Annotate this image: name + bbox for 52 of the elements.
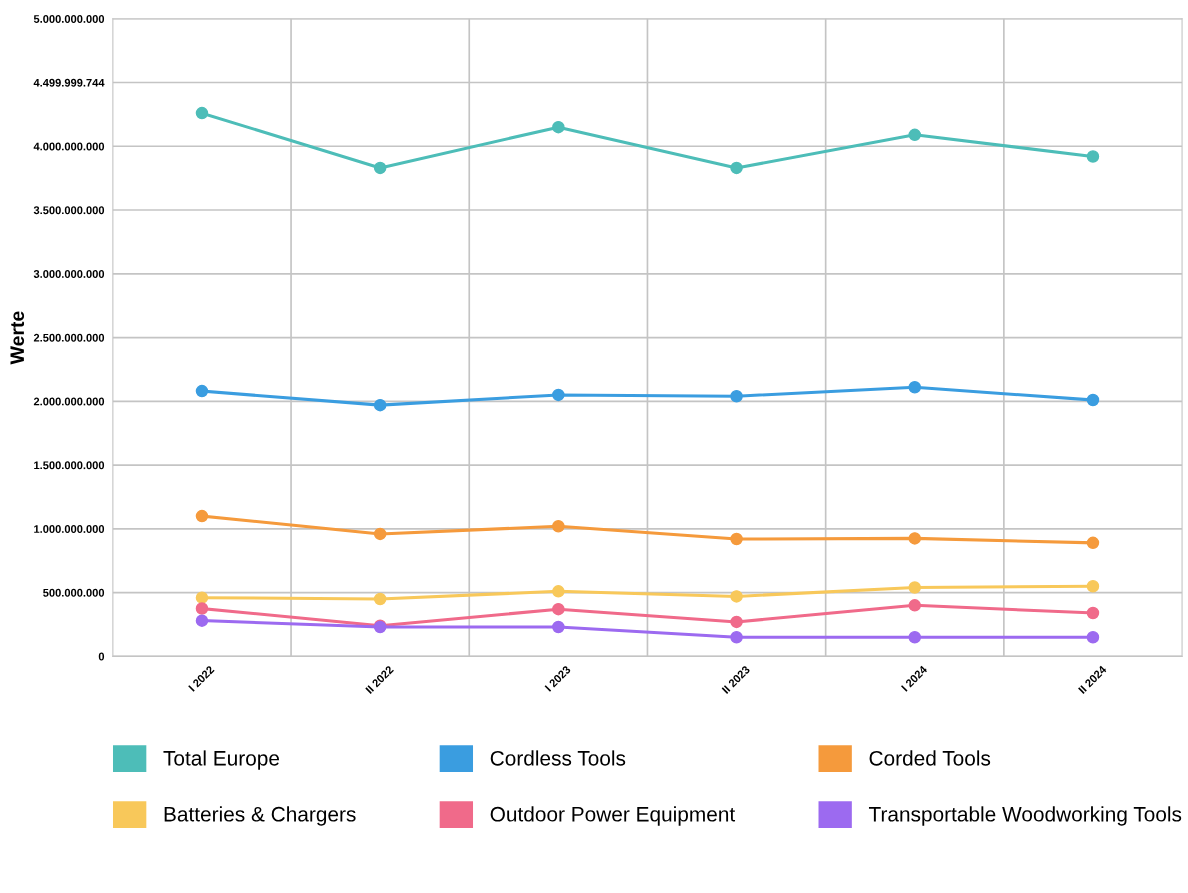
point (1086, 150, 1100, 163)
point (908, 532, 922, 545)
point (373, 161, 387, 175)
legend-label: Cordless Tools (490, 750, 626, 766)
legend-label: Batteries & Chargers (164, 806, 356, 826)
point (552, 120, 565, 134)
point (908, 630, 922, 644)
point (552, 585, 565, 598)
y-tick-label: 0 (98, 652, 105, 661)
point (730, 389, 743, 403)
point (730, 532, 743, 546)
point (195, 591, 209, 604)
y-tick-label: 2.500.000.000 (33, 333, 105, 342)
legend-label: Total Europe (163, 750, 280, 770)
y-tick-label: 1.500.000.000 (34, 461, 105, 470)
point (552, 602, 565, 616)
y-tick-label: 2.000.000.000 (33, 397, 105, 406)
point (730, 630, 743, 644)
point (730, 615, 743, 629)
legend-label: Transportable Woodworking Tools (868, 806, 1182, 826)
point (1086, 579, 1100, 593)
point (195, 384, 209, 398)
point (373, 592, 387, 606)
point (552, 388, 565, 402)
point (730, 590, 743, 603)
point (552, 620, 565, 634)
point (908, 581, 922, 594)
point (195, 106, 209, 120)
point (195, 602, 209, 615)
point (195, 509, 209, 523)
legend-label: Corded Tools (869, 750, 991, 766)
point (908, 381, 922, 394)
point (908, 599, 922, 612)
y-tick-label: 1.000.000.000 (34, 525, 105, 533)
point (730, 161, 743, 175)
point (1086, 536, 1100, 550)
y-axis-title: Werte (10, 311, 25, 365)
y-tick-label: 4.000.000.000 (33, 142, 105, 151)
point (373, 398, 387, 412)
y-tick-label: 3.000.000.000 (33, 270, 105, 278)
point (195, 614, 209, 627)
legend-label: Outdoor Power Equipment (490, 806, 736, 826)
point (552, 520, 565, 533)
y-tick-label: 4.499.999.744 (33, 78, 105, 87)
point (1086, 606, 1100, 620)
y-tick-label: 500.000.000 (43, 588, 105, 597)
point (1086, 630, 1100, 644)
point (908, 128, 922, 142)
point (1086, 393, 1100, 407)
y-tick-label: 3.500.000.000 (33, 206, 105, 215)
point (373, 527, 387, 541)
y-tick-label: 5.000.000.000 (33, 15, 105, 23)
